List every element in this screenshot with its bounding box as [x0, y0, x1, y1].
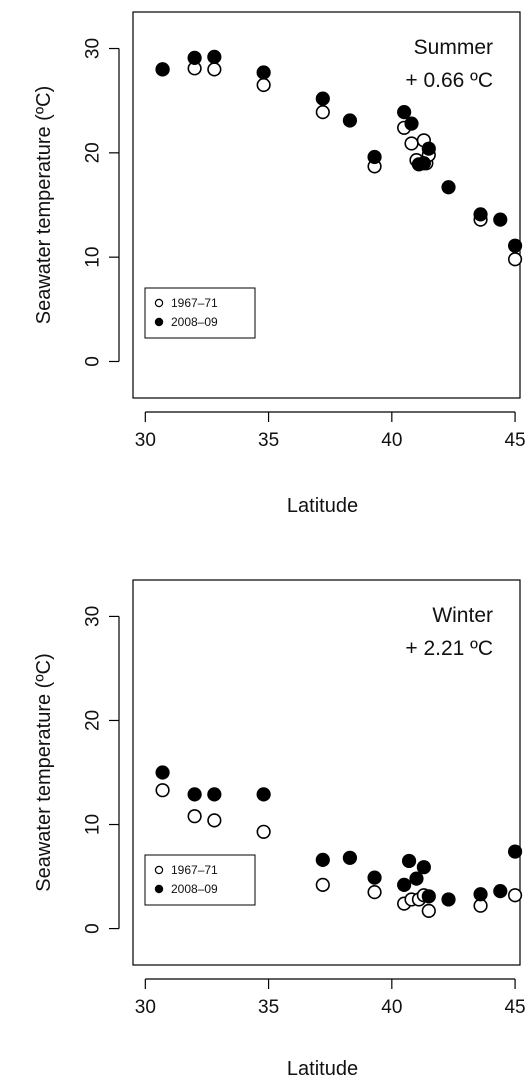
data-point: [315, 105, 330, 120]
legend-marker: [154, 884, 164, 894]
y-tick-label: 10: [83, 247, 104, 268]
data-point: [401, 853, 417, 869]
y-tick-label: 30: [83, 38, 104, 59]
data-point: [207, 787, 222, 802]
legend-box: [144, 287, 256, 339]
data-point: [507, 888, 523, 903]
y-axis: 0 10 20 30: [83, 606, 120, 934]
data-point: [315, 91, 330, 106]
data-point: [187, 50, 202, 66]
data-point: [416, 860, 431, 875]
legend-marker: [154, 865, 164, 875]
legend-label: 2008–09: [171, 315, 218, 329]
data-point: [404, 136, 419, 151]
x-tick-label: 45: [504, 430, 525, 451]
data-point: [367, 870, 382, 885]
data-point: [473, 887, 488, 902]
data-point: [397, 105, 412, 120]
summer-panel: 0 10 20 30 30 35 40 45 Latitude Seawater temperat…: [33, 11, 526, 517]
x-axis-title: Latitude: [287, 495, 358, 517]
data-point: [342, 113, 358, 128]
plot-frame: [132, 11, 521, 399]
x-tick-label: 30: [135, 430, 156, 451]
legend-label: 1967–71: [171, 296, 218, 310]
data-point: [367, 885, 382, 900]
data-point: [409, 871, 424, 886]
data-point: [187, 787, 202, 802]
season-label: Summer: [414, 36, 493, 59]
data-point: [155, 62, 170, 77]
winter-panel: 0 10 20 30 30 35 40 45 Latitude Seawater temperat…: [33, 579, 526, 1080]
series-2008-09: [155, 765, 523, 907]
x-tick-label: 45: [504, 997, 525, 1018]
data-point: [256, 77, 271, 93]
y-tick-label: 0: [83, 356, 104, 367]
legend: 1967–71 2008–09: [144, 287, 256, 339]
data-point: [256, 787, 271, 802]
data-point: [315, 877, 330, 892]
data-point: [315, 852, 330, 868]
y-tick-label: 20: [83, 142, 104, 163]
legend-box: [144, 854, 256, 906]
data-point: [207, 62, 222, 77]
plot-frame: [132, 579, 521, 966]
y-tick-label: 20: [83, 710, 104, 731]
temperature-change-label: + 2.21 ºC: [405, 637, 493, 660]
x-tick-label: 30: [135, 997, 156, 1018]
data-point: [507, 844, 523, 859]
data-point: [207, 813, 222, 828]
data-point: [421, 903, 436, 918]
data-point: [155, 783, 170, 798]
x-axis: 30 35 40 45: [135, 978, 526, 1018]
temperature-change-label: + 0.66 ºC: [405, 69, 493, 92]
data-point: [256, 824, 271, 839]
y-tick-label: 0: [83, 923, 104, 934]
series-2008-09: [155, 49, 523, 253]
y-axis: 0 10 20 30: [83, 38, 120, 367]
legend-label: 2008–09: [171, 882, 218, 896]
data-point: [367, 149, 382, 165]
data-point: [416, 156, 431, 171]
legend-marker: [154, 298, 164, 308]
series-1967-71: [155, 783, 523, 918]
season-label: Winter: [432, 604, 493, 627]
x-tick-label: 35: [258, 430, 279, 451]
x-tick-label: 40: [381, 430, 402, 451]
y-tick-label: 30: [83, 606, 104, 627]
data-point: [421, 141, 436, 156]
x-axis-title: Latitude: [287, 1058, 358, 1080]
data-point: [404, 116, 419, 131]
y-axis-title: Seawater temperature (ºC): [33, 86, 55, 325]
legend-label: 1967–71: [171, 863, 218, 877]
data-point: [256, 65, 271, 80]
data-point: [441, 180, 456, 195]
data-point: [342, 850, 358, 865]
data-point: [155, 765, 170, 780]
y-tick-label: 10: [83, 814, 104, 835]
data-point: [473, 207, 488, 222]
data-point: [421, 889, 436, 904]
x-tick-label: 40: [381, 997, 402, 1018]
data-point: [207, 49, 222, 64]
data-point: [507, 238, 523, 253]
data-point: [187, 809, 202, 824]
x-tick-label: 35: [258, 997, 279, 1018]
data-point: [441, 892, 456, 907]
series-1967-71: [155, 61, 523, 267]
data-point: [397, 877, 412, 892]
y-axis-title: Seawater temperature (ºC): [33, 653, 55, 892]
data-point: [507, 252, 523, 267]
legend-marker: [154, 317, 164, 327]
data-point: [493, 212, 508, 227]
legend: 1967–71 2008–09: [144, 854, 256, 906]
x-axis: 30 35 40 45: [135, 411, 526, 451]
data-point: [493, 884, 508, 899]
